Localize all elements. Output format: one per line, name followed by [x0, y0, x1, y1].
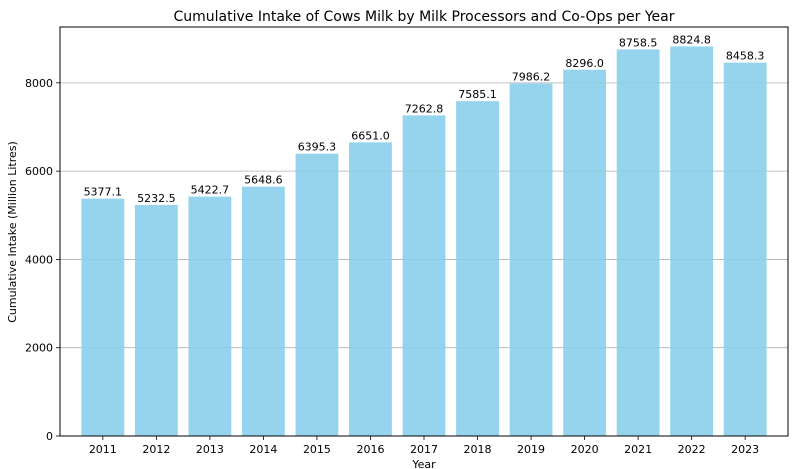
x-tick-label-2019: 2019 — [517, 443, 545, 456]
x-tick-label-2018: 2018 — [464, 443, 492, 456]
data-label-2019: 7986.2 — [512, 70, 551, 83]
data-label-2015: 6395.3 — [298, 141, 337, 154]
data-label-2021: 8758.5 — [619, 36, 658, 49]
bar-2015 — [295, 153, 339, 437]
bar-2023 — [723, 62, 767, 436]
data-label-2018: 7585.1 — [458, 88, 497, 101]
bar-2018 — [456, 101, 499, 436]
x-tick-label-2020: 2020 — [571, 443, 599, 456]
bar-2013 — [188, 196, 232, 436]
y-axis-title: Cumulative Intake (Million Litres) — [6, 141, 19, 323]
x-tick-label-2022: 2022 — [678, 443, 706, 456]
x-tick-label-2016: 2016 — [356, 443, 384, 456]
data-label-2023: 8458.3 — [726, 50, 765, 63]
x-tick-label-2023: 2023 — [731, 443, 759, 456]
bars — [81, 46, 767, 437]
x-axis-title: Year — [411, 458, 436, 469]
data-label-2011: 5377.1 — [84, 186, 123, 199]
data-label-2012: 5232.5 — [137, 192, 176, 205]
bar-2021 — [616, 49, 660, 437]
x-axis: 2011 2012 2013 2014 2015 2016 2017 2018 2019 2020… — [89, 436, 759, 456]
data-label-2020: 8296.0 — [565, 57, 604, 70]
data-labels: 5377.1 5232.5 5422.7 5648.6 6395.3 6651.0 7262… — [84, 33, 765, 205]
bar-2012 — [134, 205, 178, 436]
bar-2014 — [242, 186, 285, 436]
x-tick-label-2015: 2015 — [303, 443, 331, 456]
data-label-2014: 5648.6 — [244, 174, 283, 187]
bar-2020 — [563, 69, 606, 436]
x-tick-label-2014: 2014 — [249, 443, 277, 456]
data-label-2017: 7262.8 — [405, 102, 444, 115]
bar-2022 — [670, 46, 714, 436]
data-label-2016: 6651.0 — [351, 129, 390, 142]
bar-2019 — [509, 83, 553, 437]
y-tick-label: 2000 — [25, 342, 53, 355]
y-tick-label: 4000 — [25, 253, 53, 266]
x-tick-label-2021: 2021 — [624, 443, 652, 456]
bar-2017 — [402, 115, 446, 436]
x-tick-label-2013: 2013 — [196, 443, 224, 456]
chart-title: Cumulative Intake of Cows Milk by Milk P… — [173, 9, 674, 25]
y-tick-label: 6000 — [25, 165, 53, 178]
data-label-2013: 5422.7 — [191, 184, 230, 197]
bar-2011 — [81, 198, 125, 436]
y-tick-label: 8000 — [25, 77, 53, 90]
x-tick-label-2011: 2011 — [89, 443, 117, 456]
x-tick-label-2017: 2017 — [410, 443, 438, 456]
bar-2016 — [349, 142, 392, 437]
x-tick-label-2012: 2012 — [142, 443, 170, 456]
data-label-2022: 8824.8 — [672, 33, 711, 46]
y-axis: 0 2000 4000 6000 8000 — [25, 77, 60, 443]
y-tick-label: 0 — [46, 430, 53, 443]
